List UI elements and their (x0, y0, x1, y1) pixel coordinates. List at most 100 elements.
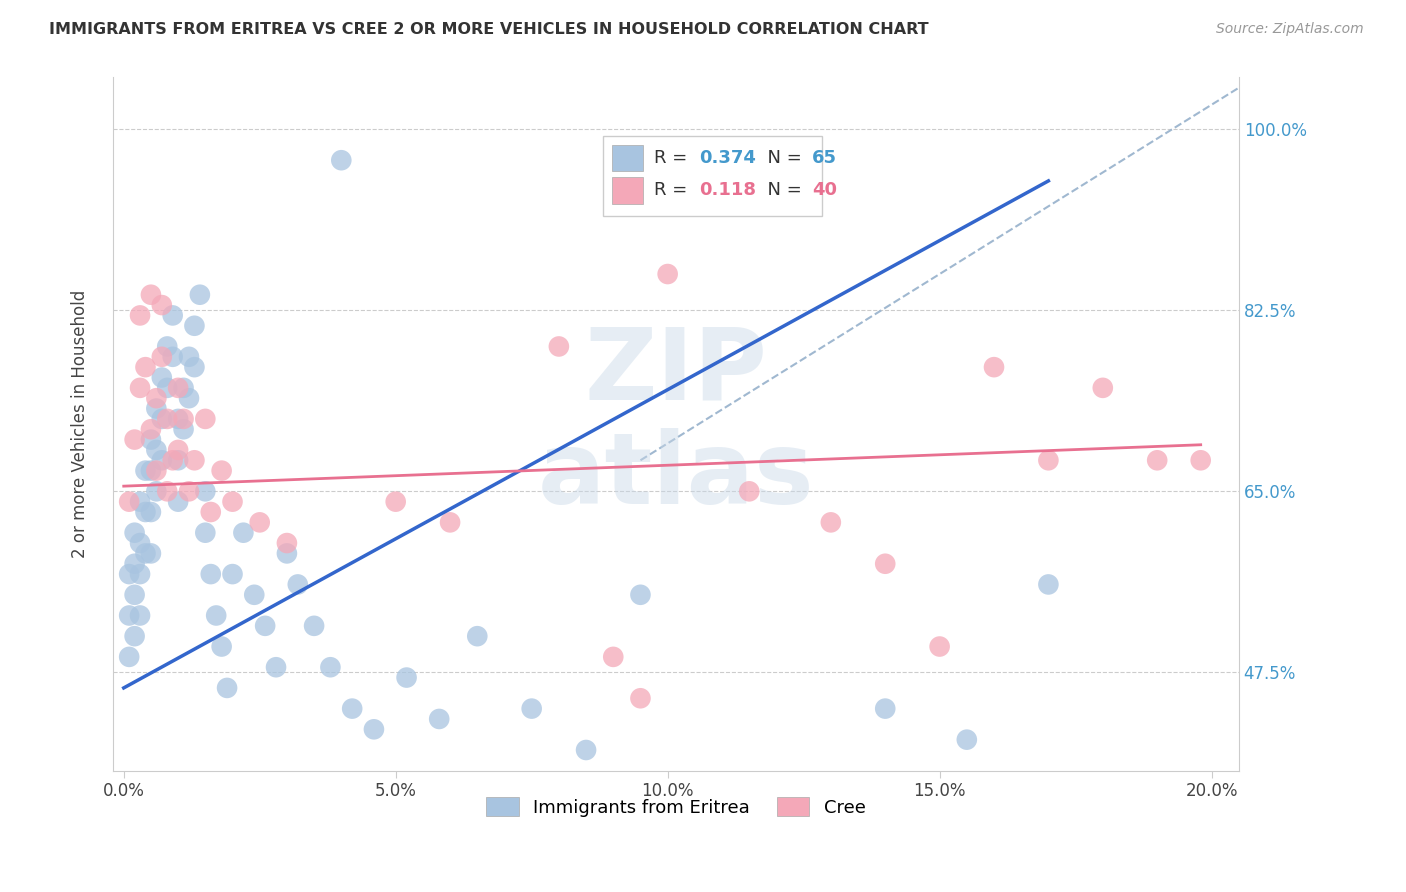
Point (217, 681, 239, 695)
Point (129, 608, 152, 623)
Point (875, 701, 897, 715)
Legend: Immigrants from Eritrea, Cree: Immigrants from Eritrea, Cree (479, 790, 873, 824)
Point (139, 546, 162, 560)
Text: ZIP
atlas: ZIP atlas (537, 323, 814, 524)
Point (145, 484, 167, 499)
Point (177, 484, 200, 499)
Point (983, 360, 1005, 375)
Point (211, 640, 233, 654)
Point (156, 339, 179, 353)
Point (200, 567, 222, 582)
Point (1146, 453, 1168, 467)
Point (200, 505, 222, 519)
Point (150, 412, 173, 426)
Point (145, 442, 167, 457)
Point (129, 536, 152, 550)
FancyBboxPatch shape (612, 178, 643, 203)
Point (657, 267, 679, 281)
Point (177, 391, 200, 405)
Point (134, 546, 156, 560)
Point (139, 422, 162, 436)
Point (162, 309, 184, 323)
Point (1038, 453, 1060, 467)
Point (221, 567, 243, 582)
Point (129, 494, 152, 508)
Point (427, 712, 450, 726)
Text: 40: 40 (813, 181, 837, 200)
FancyBboxPatch shape (612, 145, 643, 171)
Point (264, 660, 287, 674)
FancyBboxPatch shape (603, 136, 823, 216)
Point (167, 453, 190, 467)
Point (173, 412, 195, 426)
Point (173, 381, 195, 395)
Point (156, 412, 179, 426)
Point (1038, 577, 1060, 591)
Point (118, 649, 141, 664)
Point (547, 339, 569, 353)
Point (156, 484, 179, 499)
Point (177, 350, 200, 364)
Point (254, 619, 277, 633)
Point (465, 629, 488, 643)
Y-axis label: 2 or more Vehicles in Household: 2 or more Vehicles in Household (72, 290, 89, 558)
Text: Source: ZipAtlas.com: Source: ZipAtlas.com (1216, 22, 1364, 37)
Text: 0.118: 0.118 (699, 181, 756, 200)
Point (820, 516, 842, 530)
Point (145, 391, 167, 405)
Point (439, 516, 461, 530)
Point (384, 494, 406, 508)
Point (287, 577, 309, 591)
Point (183, 318, 205, 333)
Point (340, 701, 363, 715)
Point (139, 287, 162, 301)
Point (167, 442, 190, 457)
Point (150, 370, 173, 384)
Text: 0.374: 0.374 (699, 149, 756, 167)
Point (167, 412, 190, 426)
Point (302, 619, 325, 633)
Point (183, 360, 205, 375)
Point (124, 433, 146, 447)
Point (194, 484, 217, 499)
Text: 65: 65 (813, 149, 837, 167)
Point (173, 422, 195, 436)
Point (630, 691, 652, 706)
Point (129, 381, 152, 395)
Point (150, 298, 173, 312)
Point (363, 723, 385, 737)
Point (139, 505, 162, 519)
Point (875, 557, 897, 571)
Point (124, 588, 146, 602)
Point (738, 484, 761, 499)
Point (330, 153, 353, 168)
Point (520, 701, 543, 715)
Point (249, 516, 271, 530)
Point (129, 567, 152, 582)
Text: N =: N = (756, 181, 807, 200)
Point (124, 629, 146, 643)
Point (118, 608, 141, 623)
Point (319, 660, 342, 674)
Point (1189, 453, 1212, 467)
Point (156, 381, 179, 395)
Point (194, 525, 217, 540)
Point (129, 309, 152, 323)
Point (232, 525, 254, 540)
Point (118, 494, 141, 508)
Point (276, 546, 298, 560)
Point (243, 588, 266, 602)
Point (205, 608, 228, 623)
Point (145, 401, 167, 416)
Point (145, 464, 167, 478)
Point (118, 567, 141, 582)
Point (602, 649, 624, 664)
Point (139, 433, 162, 447)
Point (211, 464, 233, 478)
Point (167, 494, 190, 508)
Point (928, 640, 950, 654)
Point (134, 505, 156, 519)
Point (188, 287, 211, 301)
Point (183, 453, 205, 467)
Text: R =: R = (654, 149, 693, 167)
